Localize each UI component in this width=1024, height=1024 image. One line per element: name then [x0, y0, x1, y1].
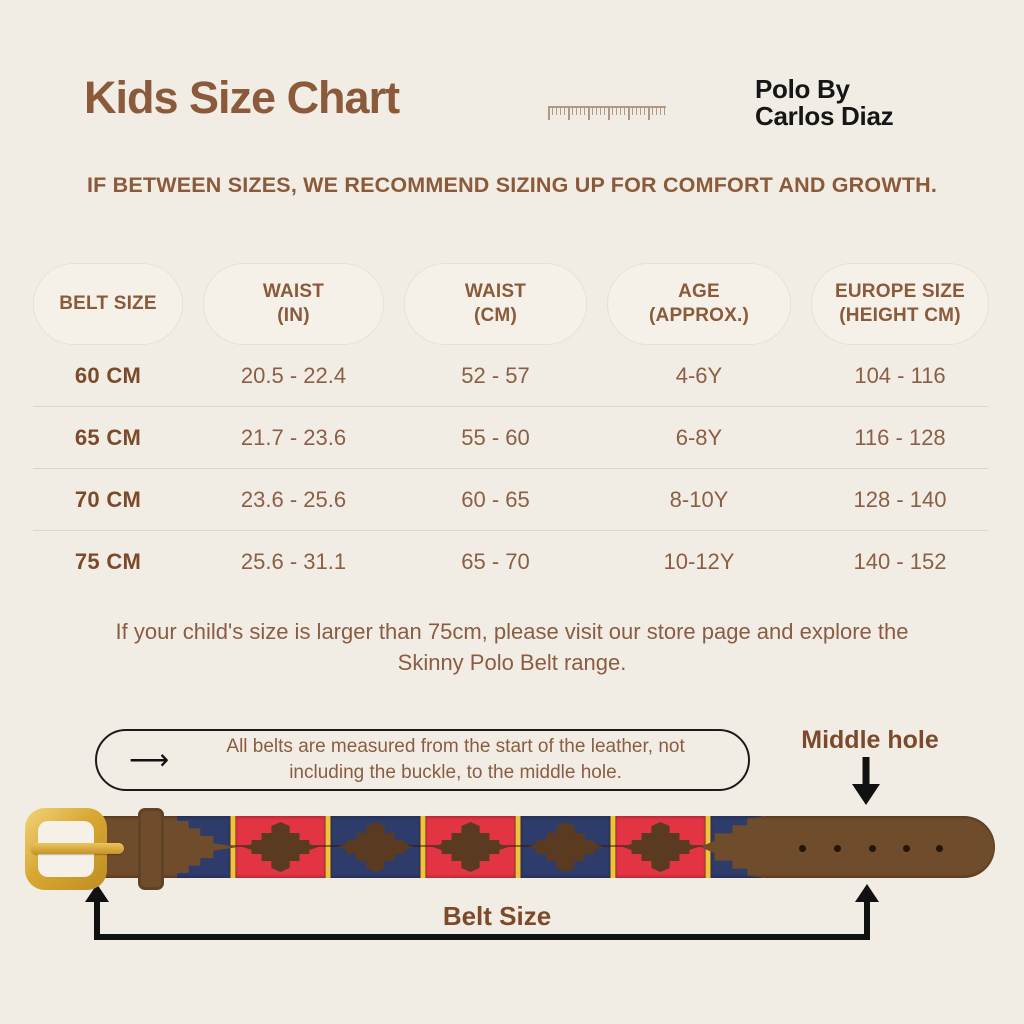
size-table-body: 60 CM 20.5 - 22.4 52 - 57 4-6Y 104 - 116… — [33, 345, 988, 592]
table-row: 70 CM 23.6 - 25.6 60 - 65 8-10Y 128 - 14… — [33, 468, 988, 530]
table-cell: 60 CM — [74, 362, 142, 388]
table-cell: 140 - 152 — [853, 548, 947, 574]
belt-hole — [799, 845, 806, 852]
table-cell: 128 - 140 — [853, 486, 947, 512]
belt-diamond-motif — [527, 822, 604, 872]
table-cell: 60 - 65 — [461, 486, 530, 512]
oversize-note: If your child's size is larger than 75cm… — [115, 619, 909, 676]
belt-size-bracket-arrows — [85, 884, 879, 940]
table-cell: 104 - 116 — [854, 362, 946, 388]
table-cell: 75 CM — [74, 548, 142, 574]
measurement-callout-text: All belts are measured from the start of… — [226, 736, 685, 783]
table-row: 75 CM 25.6 - 31.1 65 - 70 10-12Y 140 - 1… — [33, 530, 988, 592]
table-cell: 70 CM — [74, 486, 142, 512]
table-cell: 23.6 - 25.6 — [240, 486, 347, 512]
belt-size-label: Belt Size — [442, 901, 552, 931]
brand-line1: Polo By — [755, 74, 850, 104]
belt-diamond-motif — [242, 822, 319, 872]
belt-pattern-navy-segment — [521, 816, 610, 878]
brand-line2: Carlos Diaz — [755, 101, 894, 132]
column-header-waist-cm: WAIST (CM) — [404, 263, 587, 345]
table-cell: 20.5 - 22.4 — [240, 362, 347, 388]
belt-pattern-yellow-segment — [610, 816, 616, 878]
column-header-waist-in: WAIST (IN) — [203, 263, 384, 345]
belt-middle-hole — [869, 845, 876, 852]
belt-diamond-motif — [337, 822, 414, 872]
table-cell: 116 - 128 — [854, 424, 946, 450]
table-cell: 65 - 70 — [461, 548, 530, 574]
belt-pattern-yellow-segment — [325, 816, 331, 878]
table-cell: 65 CM — [74, 424, 142, 450]
middle-hole-label: Middle hole — [801, 726, 939, 754]
belt-pattern-red-segment — [236, 816, 325, 878]
measurement-callout: ⟶ All belts are measured from the start … — [95, 729, 750, 791]
belt-pattern-yellow-segment — [515, 816, 521, 878]
sizing-advice-subtitle: IF BETWEEN SIZES, WE RECOMMEND SIZING UP… — [86, 173, 938, 197]
belt-pattern-red-segment — [616, 816, 705, 878]
belt-pattern-yellow-segment — [420, 816, 426, 878]
table-row: 65 CM 21.7 - 23.6 55 - 60 6-8Y 116 - 128 — [33, 406, 988, 468]
size-table: BELT SIZE WAIST (IN) WAIST (CM) AGE (APP… — [33, 263, 989, 592]
column-header-europe-size: EUROPE SIZE (HEIGHT CM) — [811, 263, 989, 345]
belt-diamond-motif — [432, 822, 509, 872]
brand-logo: Polo By Carlos Diaz — [755, 74, 894, 132]
size-table-header-row: BELT SIZE WAIST (IN) WAIST (CM) AGE (APP… — [33, 263, 989, 345]
column-header-belt-size: BELT SIZE — [33, 263, 183, 345]
belt-pattern-red-segment — [426, 816, 515, 878]
table-cell: 4-6Y — [675, 362, 723, 388]
belt-hole — [903, 845, 910, 852]
table-cell: 25.6 - 31.1 — [240, 548, 347, 574]
belt-keeper-loop — [138, 808, 164, 890]
right-arrow-icon: ⟶ — [129, 744, 170, 775]
belt-hole — [834, 845, 841, 852]
belt-diamond-motif — [622, 822, 699, 872]
belt-pattern — [175, 816, 763, 878]
table-cell: 55 - 60 — [461, 424, 530, 450]
belt-leather-tip — [700, 816, 995, 878]
page-title: Kids Size Chart — [84, 72, 400, 123]
ruler-scale-icon — [548, 106, 666, 124]
table-cell: 21.7 - 23.6 — [240, 424, 347, 450]
down-arrow-icon — [852, 757, 880, 805]
table-row: 60 CM 20.5 - 22.4 52 - 57 4-6Y 104 - 116 — [33, 345, 988, 406]
belt-pattern-navy-segment — [331, 816, 420, 878]
belt-buckle-prong — [31, 843, 124, 854]
belt-hole — [936, 845, 943, 852]
belt-illustration — [25, 806, 995, 892]
table-cell: 8-10Y — [669, 486, 729, 512]
column-header-age: AGE (APPROX.) — [607, 263, 791, 345]
table-cell: 52 - 57 — [461, 362, 530, 388]
table-cell: 10-12Y — [663, 548, 735, 574]
table-cell: 6-8Y — [675, 424, 723, 450]
